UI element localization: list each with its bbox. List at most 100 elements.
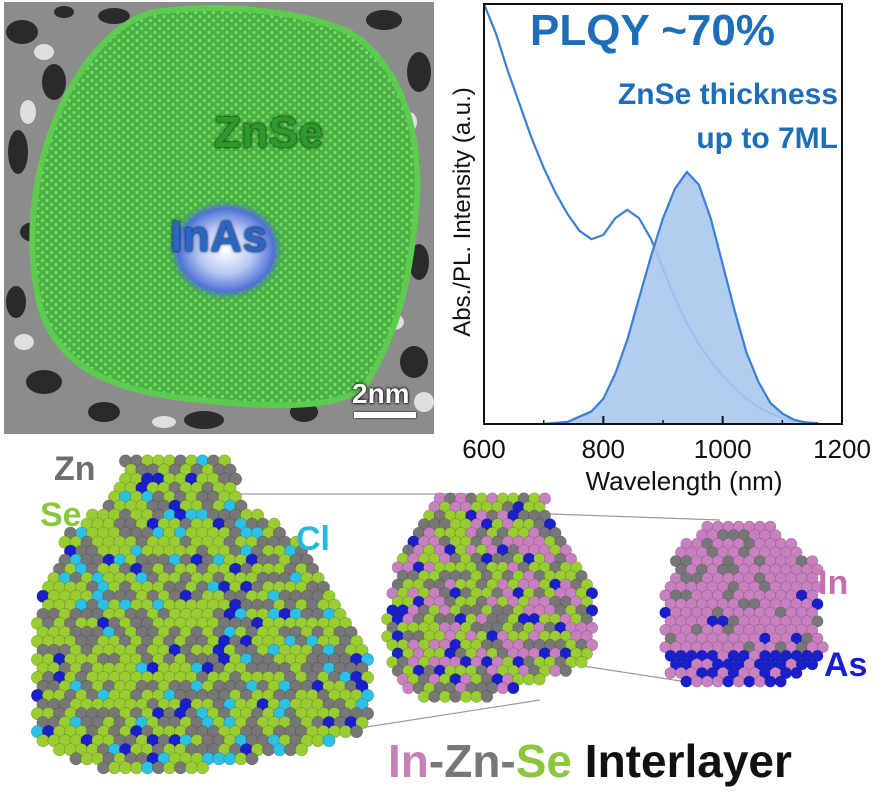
atom bbox=[119, 761, 133, 775]
atom bbox=[538, 492, 551, 505]
atom bbox=[300, 553, 314, 567]
interlayer-caption: In-Zn-Se Interlayer bbox=[388, 734, 792, 788]
atom bbox=[533, 501, 546, 514]
atom bbox=[806, 658, 819, 671]
atom bbox=[470, 690, 483, 703]
atom bbox=[272, 743, 286, 757]
atom bbox=[349, 725, 363, 739]
atom bbox=[311, 734, 325, 748]
atom bbox=[585, 638, 599, 652]
atom bbox=[811, 563, 824, 576]
atom bbox=[570, 561, 583, 574]
large-nanocrystal-model bbox=[30, 454, 374, 775]
atom bbox=[580, 595, 593, 609]
atom bbox=[360, 688, 374, 702]
chart-title: PLQY ~70% bbox=[530, 6, 775, 55]
atom bbox=[811, 598, 824, 610]
atom bbox=[816, 641, 829, 654]
atom bbox=[223, 463, 237, 477]
atom bbox=[554, 535, 567, 548]
caption-interlayer: Interlayer bbox=[572, 735, 792, 787]
annotation-line-2: up to 7ML bbox=[696, 122, 838, 155]
atom bbox=[185, 761, 199, 775]
in-label: In bbox=[818, 564, 849, 602]
atom bbox=[811, 649, 824, 662]
atom bbox=[743, 675, 756, 688]
atomic-models bbox=[30, 454, 829, 775]
atom bbox=[251, 508, 265, 522]
spectrum-chart: 600 800 1000 1200 Wavelength (nm) Abs./PL. … bbox=[449, 3, 871, 496]
atom bbox=[480, 690, 494, 703]
atom bbox=[559, 664, 572, 677]
atom bbox=[428, 690, 441, 703]
atom bbox=[785, 537, 798, 550]
atom bbox=[753, 675, 766, 688]
atom bbox=[322, 734, 336, 748]
atom bbox=[174, 761, 188, 775]
atom bbox=[806, 572, 819, 585]
atom bbox=[417, 690, 431, 703]
atom bbox=[769, 529, 782, 542]
znse-label: ZnSe bbox=[214, 108, 324, 157]
x-axis-label: Wavelength (nm) bbox=[586, 466, 783, 496]
atom bbox=[36, 734, 50, 748]
atom bbox=[585, 587, 599, 600]
atom bbox=[338, 725, 352, 739]
pl-line bbox=[543, 170, 819, 426]
x-tick-label: 800 bbox=[582, 434, 625, 464]
atom bbox=[580, 578, 593, 591]
atom bbox=[163, 761, 177, 775]
atom bbox=[294, 743, 308, 757]
pl-area-fill bbox=[543, 172, 819, 424]
atom bbox=[52, 743, 66, 757]
connector-lines bbox=[240, 493, 721, 729]
atom bbox=[261, 743, 275, 757]
atom bbox=[806, 589, 819, 602]
caption-dash-2: - bbox=[500, 735, 516, 787]
caption-dash-1: - bbox=[428, 735, 445, 787]
atom bbox=[680, 675, 693, 688]
x-tick-label: 1200 bbox=[813, 434, 871, 464]
scale-bar-label: 2nm bbox=[352, 378, 410, 409]
atom bbox=[507, 681, 520, 695]
atom bbox=[402, 681, 415, 695]
atom bbox=[283, 743, 297, 757]
atom bbox=[69, 752, 83, 766]
atom bbox=[806, 555, 819, 567]
atom bbox=[722, 675, 735, 688]
atom bbox=[543, 518, 557, 531]
y-axis-label: Abs./PL. Intensity (a.u.) bbox=[449, 87, 476, 336]
atom bbox=[130, 761, 144, 775]
zn-label: Zn bbox=[54, 450, 96, 488]
atom bbox=[212, 752, 226, 766]
plot-area bbox=[482, 3, 819, 426]
atom bbox=[580, 647, 593, 660]
x-ticks: 600 800 1000 1200 bbox=[462, 416, 871, 464]
inas-core bbox=[166, 198, 286, 302]
tem-image-panel: ZnSe InAs 2nm bbox=[4, 2, 434, 434]
atom bbox=[774, 675, 787, 688]
inas-label: InAs bbox=[170, 212, 268, 261]
atom bbox=[732, 675, 745, 688]
atom bbox=[559, 544, 572, 557]
caption-in: In bbox=[388, 735, 429, 787]
atom bbox=[580, 613, 593, 626]
atom bbox=[575, 569, 588, 583]
atom bbox=[234, 752, 248, 766]
core-nanocrystal-model bbox=[659, 520, 829, 688]
atom bbox=[449, 690, 462, 703]
atom bbox=[690, 675, 703, 688]
atom bbox=[438, 690, 452, 703]
atom bbox=[549, 526, 562, 540]
x-tick-label: 600 bbox=[462, 434, 505, 464]
atom bbox=[459, 690, 473, 703]
x-tick-label: 1000 bbox=[694, 434, 752, 464]
annotation-line-1: ZnSe thickness bbox=[617, 78, 838, 111]
atom bbox=[355, 643, 369, 657]
scale-bar bbox=[354, 412, 416, 418]
tem-image bbox=[4, 2, 434, 434]
atom bbox=[327, 598, 341, 612]
atom bbox=[811, 632, 824, 645]
atom bbox=[711, 675, 724, 688]
